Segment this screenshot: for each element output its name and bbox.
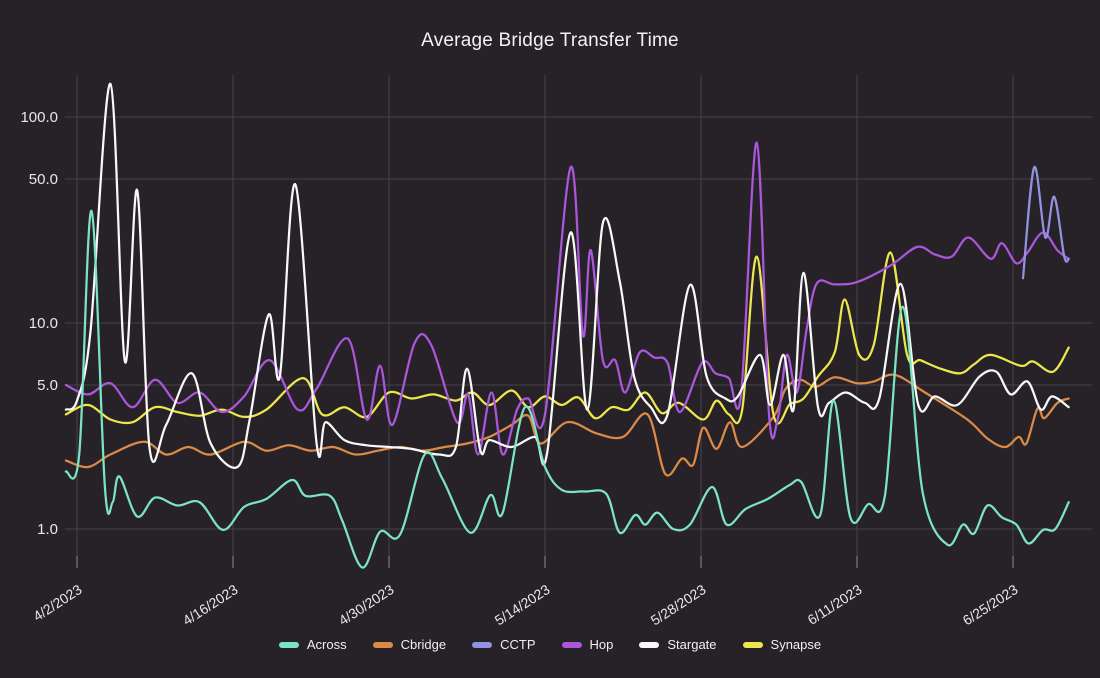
legend-label: Cbridge (400, 637, 447, 652)
legend-label: Synapse (770, 637, 822, 652)
legend-swatch-stargate (639, 641, 660, 648)
series-line-stargate (64, 82, 1070, 469)
legend-item-cctp[interactable]: CCTP (472, 637, 536, 652)
legend-label: Hop (589, 637, 614, 652)
series-line-hop (64, 141, 1070, 456)
legend-item-stargate[interactable]: Stargate (639, 637, 717, 652)
legend-item-synapse[interactable]: Synapse (742, 637, 822, 652)
series-line-across (64, 209, 1070, 569)
legend-item-across[interactable]: Across (278, 637, 347, 652)
x-axis-tick-label: 5/28/2023 (648, 581, 709, 628)
y-axis-tick-label: 5.0 (37, 377, 58, 394)
legend-label: Stargate (667, 637, 717, 652)
legend-swatch-cbridge (372, 641, 393, 648)
legend: Across Cbridge CCTP Hop Stargate Synapse (0, 637, 1100, 652)
legend-swatch-across (278, 641, 299, 648)
series-line-cbridge (64, 373, 1070, 477)
y-axis-tick-label: 50.0 (29, 171, 58, 188)
legend-swatch-cctp (472, 641, 493, 648)
legend-swatch-hop (561, 641, 582, 648)
x-axis-tick-label: 6/25/2023 (960, 581, 1021, 628)
x-axis-tick-label: 6/11/2023 (805, 581, 865, 628)
x-axis-tick-label: 5/14/2023 (492, 581, 553, 628)
legend-item-cbridge[interactable]: Cbridge (372, 637, 447, 652)
legend-label: CCTP (500, 637, 536, 652)
legend-label: Across (306, 637, 347, 652)
y-axis-tick-label: 100.0 (20, 109, 58, 126)
x-axis-tick-label: 4/16/2023 (180, 581, 241, 628)
x-axis-tick-label: 4/2/2023 (30, 581, 85, 624)
y-axis-tick-label: 10.0 (29, 315, 58, 332)
series-line-cctp (1021, 166, 1070, 280)
chart-title: Average Bridge Transfer Time (421, 30, 679, 51)
x-axis-tick-label: 4/30/2023 (336, 581, 397, 628)
y-axis-tick-label: 1.0 (37, 521, 58, 538)
legend-item-hop[interactable]: Hop (561, 637, 614, 652)
legend-swatch-synapse (742, 641, 763, 648)
series-line-synapse (64, 251, 1070, 425)
